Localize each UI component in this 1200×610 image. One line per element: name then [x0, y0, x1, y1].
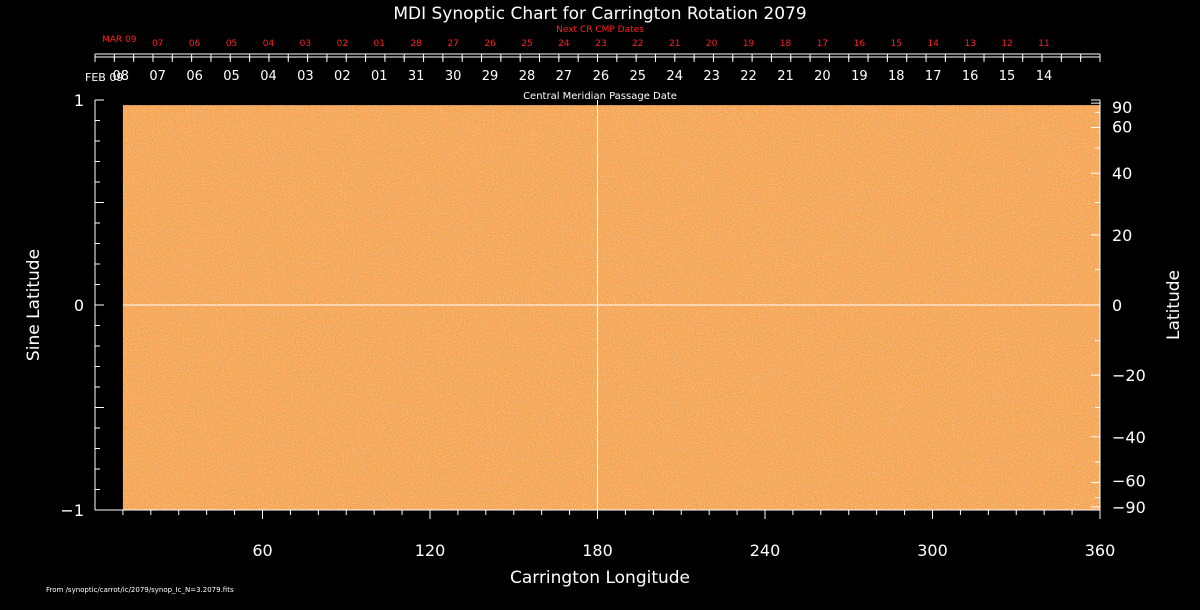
date-label: 02 — [337, 39, 348, 49]
date-label: 23 — [703, 69, 720, 84]
date-label: 07 — [152, 39, 163, 49]
chart-title: MDI Synoptic Chart for Carrington Rotati… — [393, 4, 806, 24]
date-label: 14 — [927, 39, 939, 49]
date-label: 27 — [447, 39, 458, 49]
y-right-tick-label: 90 — [1112, 98, 1132, 117]
date-label: 06 — [189, 39, 201, 49]
date-label: 05 — [226, 39, 237, 49]
date-label: 06 — [186, 69, 203, 84]
date-label: 12 — [1001, 39, 1012, 49]
date-label: 25 — [521, 39, 532, 49]
plot-area — [94, 100, 1101, 511]
date-label: 24 — [558, 39, 570, 49]
date-label: 26 — [593, 69, 610, 84]
y-right-tick-label: 20 — [1112, 226, 1132, 245]
x-tick-label: 240 — [750, 541, 781, 560]
date-label: 01 — [374, 39, 385, 49]
date-label: 24 — [666, 69, 683, 84]
date-label: 18 — [780, 39, 792, 49]
y-right-tick-label: −60 — [1112, 472, 1146, 491]
x-axis: 60 120 180 240 300 360 — [122, 510, 1116, 560]
date-label: 17 — [925, 69, 942, 84]
cmp-start-label: FEB 09 — [85, 71, 123, 84]
cmp-date-axis: 08 07 06 05 04 03 02 01 31 30 29 28 27 26 25 24 23 22 21 20… — [94, 56, 1101, 84]
x-tick-label: 120 — [415, 541, 446, 560]
x-tick-label: 180 — [582, 541, 613, 560]
date-label: 21 — [777, 69, 794, 84]
date-label: 29 — [482, 69, 499, 84]
date-label: 26 — [484, 39, 496, 49]
date-label: 22 — [740, 69, 757, 84]
date-label: 27 — [556, 69, 573, 84]
date-label: 17 — [817, 39, 828, 49]
date-label: 11 — [1038, 39, 1049, 49]
y-right-tick-label: 60 — [1112, 117, 1132, 136]
y-right-tick-label: 40 — [1112, 164, 1132, 183]
y-left-tick-label: −1 — [60, 501, 84, 520]
x-tick-label: 300 — [917, 541, 948, 560]
y-right-tick-label: −40 — [1112, 428, 1146, 447]
date-label: 28 — [519, 69, 536, 84]
date-label: 15 — [999, 69, 1016, 84]
date-label: 20 — [814, 69, 831, 84]
x-tick-label: 60 — [252, 541, 272, 560]
date-label: 15 — [891, 39, 902, 49]
date-label: 22 — [632, 39, 643, 49]
date-label: 23 — [595, 39, 606, 49]
date-label: 14 — [1036, 69, 1053, 84]
date-label: 03 — [297, 69, 314, 84]
x-axis-label: Carrington Longitude — [510, 568, 690, 588]
date-label: 18 — [888, 69, 905, 84]
next-cmp-start-label: MAR 09 — [102, 35, 137, 45]
date-label: 05 — [223, 69, 240, 84]
date-label: 03 — [300, 39, 311, 49]
date-label: 28 — [410, 39, 422, 49]
date-label: 16 — [962, 69, 979, 84]
next-cmp-axis-label: Next CR CMP Dates — [556, 25, 644, 35]
source-file-label: From /synoptic/carrot/ic/2079/synop_Ic_N… — [46, 586, 234, 594]
plot-background — [122, 105, 1100, 510]
y-right-tick-label: −20 — [1112, 366, 1146, 385]
y-left-tick-label: 0 — [74, 296, 84, 315]
date-label: 04 — [260, 69, 277, 84]
y-axis-left: 1 0 −1 — [60, 91, 104, 520]
date-label: 19 — [851, 69, 868, 84]
cmp-axis-label: Central Meridian Passage Date — [523, 91, 677, 102]
date-label: 01 — [371, 69, 388, 84]
y-left-tick-label: 1 — [74, 91, 84, 110]
y-axis-left-label: Sine Latitude — [24, 249, 44, 361]
date-label: 30 — [445, 69, 462, 84]
date-label: 08 — [112, 69, 129, 84]
date-label: 16 — [854, 39, 866, 49]
date-label: 02 — [334, 69, 351, 84]
date-label: 25 — [629, 69, 646, 84]
x-tick-label: 360 — [1085, 541, 1116, 560]
y-right-tick-label: −90 — [1112, 498, 1146, 517]
date-label: 13 — [964, 39, 975, 49]
date-label: 19 — [743, 39, 755, 49]
y-axis-right-label: Latitude — [1164, 270, 1184, 340]
next-cmp-date-axis: 07 06 05 04 03 02 01 28 27 26 25 24 23 22 21 20 19 18 17 16… — [94, 39, 1101, 59]
date-label: 07 — [149, 69, 166, 84]
date-label: 20 — [706, 39, 718, 49]
date-label: 31 — [408, 69, 425, 84]
date-label: 21 — [669, 39, 680, 49]
y-right-tick-label: 0 — [1112, 296, 1122, 315]
date-label: 04 — [263, 39, 275, 49]
